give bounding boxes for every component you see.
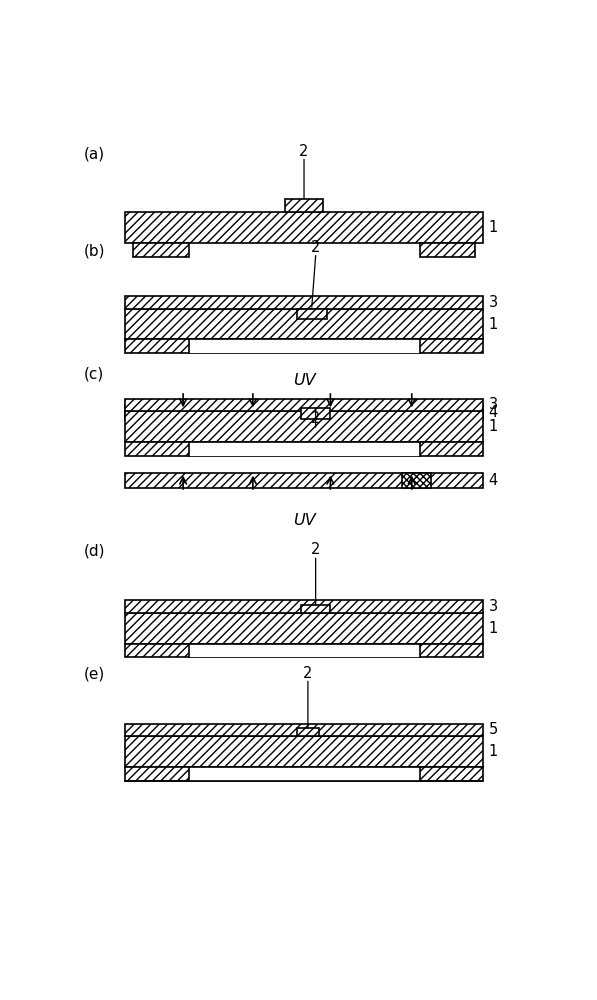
Bar [301, 605, 330, 613]
Bar [125, 405, 483, 420]
Bar [297, 728, 319, 736]
Bar [189, 644, 420, 657]
Bar [133, 243, 189, 257]
Text: 3: 3 [488, 295, 498, 310]
Text: 1: 1 [488, 621, 498, 636]
Text: 2: 2 [311, 542, 321, 557]
Bar [189, 767, 420, 781]
Bar [297, 405, 327, 420]
Text: 1: 1 [488, 744, 498, 759]
Text: 5: 5 [488, 722, 498, 737]
Bar [420, 243, 475, 257]
Text: 1: 1 [488, 419, 498, 434]
Text: 2: 2 [311, 411, 321, 426]
Bar [189, 339, 420, 353]
Text: (d): (d) [84, 544, 106, 558]
Text: 4: 4 [488, 473, 498, 488]
Bar [402, 473, 431, 488]
Text: (e): (e) [84, 667, 105, 682]
Bar [125, 339, 483, 353]
Text: 4: 4 [488, 405, 498, 420]
Text: (a): (a) [84, 147, 105, 162]
Text: UV: UV [293, 513, 315, 528]
Text: 2: 2 [303, 666, 313, 681]
Text: UV: UV [293, 373, 315, 388]
Bar [125, 399, 483, 411]
Text: 1: 1 [488, 317, 498, 332]
Bar [125, 736, 483, 767]
Text: (b): (b) [84, 243, 106, 258]
Bar [125, 600, 483, 613]
Text: 2: 2 [299, 143, 309, 158]
Text: 1: 1 [488, 220, 498, 235]
Bar [125, 442, 483, 456]
Bar [125, 473, 483, 488]
Text: 3: 3 [488, 599, 498, 614]
Text: 2: 2 [311, 240, 321, 255]
Bar [125, 411, 483, 442]
Bar [189, 442, 420, 456]
Bar [285, 199, 322, 212]
Bar [125, 309, 483, 339]
Bar [125, 296, 483, 309]
Bar [125, 724, 483, 736]
Bar [125, 613, 483, 644]
Bar [125, 212, 483, 243]
Bar [125, 767, 483, 781]
Text: 3: 3 [488, 397, 498, 412]
Bar [301, 408, 330, 419]
Bar [297, 309, 327, 319]
Bar [125, 644, 483, 657]
Text: (c): (c) [84, 366, 104, 381]
